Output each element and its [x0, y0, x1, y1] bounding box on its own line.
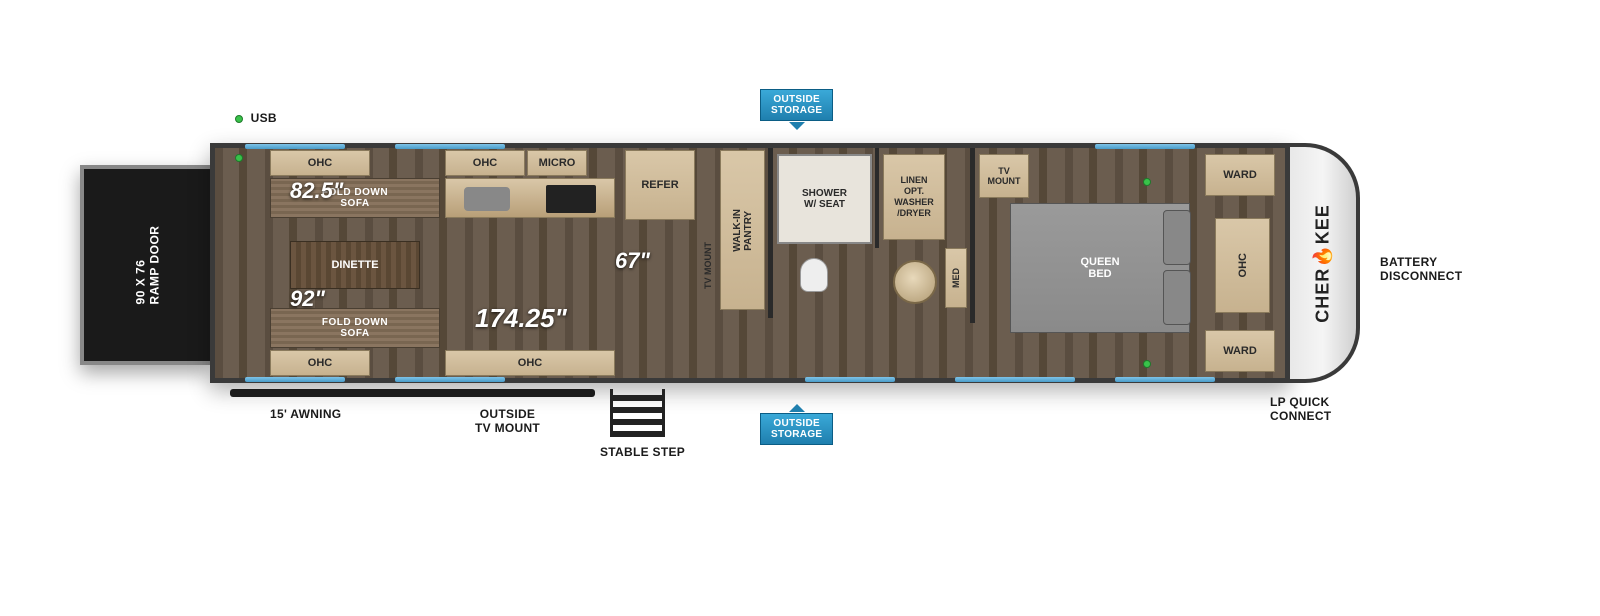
usb-dot-2: [1143, 178, 1151, 186]
stove-icon: [546, 185, 596, 213]
ohc-kitchen-top: OHC: [445, 150, 525, 176]
stable-step-label: STABLE STEP: [600, 445, 685, 459]
ohc-rear-top: OHC: [270, 150, 370, 176]
pillow-top: [1163, 210, 1191, 265]
queen-bed-label: QUEEN BED: [1080, 256, 1119, 280]
usb-legend-text: USB: [251, 111, 277, 125]
usb-dot-1: [235, 154, 243, 162]
refer: REFER: [625, 150, 695, 220]
window-top-3: [1095, 144, 1195, 149]
pantry-label: WALK-IN PANTRY: [732, 209, 754, 252]
ohc-bed-label: OHC: [1237, 253, 1249, 277]
usb-dot-3: [1143, 360, 1151, 368]
kitchen-sink-icon: [464, 187, 510, 211]
pantry: WALK-IN PANTRY: [720, 150, 765, 310]
floorplan: 90 X 76 RAMP DOOR OHC OHC FOLD DOWN SOFA…: [80, 95, 1520, 505]
kitchen-counter: [445, 178, 615, 218]
ramp-door: 90 X 76 RAMP DOOR: [80, 165, 210, 365]
tv-mount-bed: TV MOUNT: [979, 154, 1029, 198]
brand-label: CHER🔥KEE: [1313, 204, 1334, 322]
sofa-bottom-label: FOLD DOWN SOFA: [322, 317, 388, 339]
sofa-bottom: FOLD DOWN SOFA: [270, 308, 440, 348]
linen-label: LINEN OPT. WASHER /DRYER: [894, 175, 934, 218]
wall-bath-right: [970, 148, 975, 323]
ohc-rear-bottom: OHC: [270, 350, 370, 376]
usb-legend: USB: [235, 111, 277, 125]
rv-body: OHC OHC FOLD DOWN SOFA FOLD DOWN SOFA DI…: [210, 143, 1290, 383]
front-cap: CHER🔥KEE: [1290, 143, 1360, 383]
dim-length: 174.25": [475, 303, 567, 334]
battery-disc-label: BATTERY DISCONNECT: [1380, 255, 1462, 283]
shower-label: SHOWER W/ SEAT: [802, 188, 847, 210]
dinette-label: DINETTE: [331, 259, 378, 271]
tv-mount-bed-label: TV MOUNT: [988, 166, 1021, 186]
entry-step-icon: [610, 389, 665, 437]
outside-storage-top-tag: OUTSIDE STORAGE: [760, 89, 833, 121]
ward-top: WARD: [1205, 154, 1275, 196]
med-label: MED: [951, 268, 961, 288]
wall-bath-mid: [875, 148, 879, 248]
lp-quick-label: LP QUICK CONNECT: [1270, 395, 1331, 423]
dim-width-top: 82.5": [290, 178, 343, 204]
outside-storage-bottom-label: OUTSIDE STORAGE: [771, 418, 822, 440]
window-bot-4: [955, 377, 1075, 382]
window-top-1: [245, 144, 345, 149]
wall-bath-left: [768, 148, 773, 318]
micro: MICRO: [527, 150, 587, 176]
dim-height: 67": [615, 248, 650, 274]
window-bot-5: [1115, 377, 1215, 382]
tv-mount-living-label: TV MOUNT: [703, 242, 713, 289]
window-bot-3: [805, 377, 895, 382]
med: MED: [945, 248, 967, 308]
refer-label: REFER: [641, 179, 678, 191]
window-top-2: [395, 144, 505, 149]
window-bot-2: [395, 377, 505, 382]
ward-bottom: WARD: [1205, 330, 1275, 372]
ohc-living-bottom: OHC: [445, 350, 615, 376]
dinette: DINETTE: [290, 241, 420, 289]
bathroom-sink-icon: [893, 260, 937, 304]
ramp-door-label: 90 X 76 RAMP DOOR: [133, 226, 161, 305]
awning-label: 15' AWNING: [270, 407, 341, 421]
dim-width-bottom: 92": [290, 286, 325, 312]
linen: LINEN OPT. WASHER /DRYER: [883, 154, 945, 240]
window-bot-1: [245, 377, 345, 382]
awning-bar: [230, 389, 595, 397]
outside-tv-label: OUTSIDE TV MOUNT: [475, 407, 540, 435]
toilet-icon: [800, 258, 828, 292]
pillow-bottom: [1163, 270, 1191, 325]
outside-storage-top-label: OUTSIDE STORAGE: [771, 94, 822, 116]
shower: SHOWER W/ SEAT: [777, 154, 872, 244]
tv-mount-living: TV MOUNT: [699, 223, 717, 308]
outside-storage-bottom-tag: OUTSIDE STORAGE: [760, 413, 833, 445]
ohc-bed: OHC: [1215, 218, 1270, 313]
